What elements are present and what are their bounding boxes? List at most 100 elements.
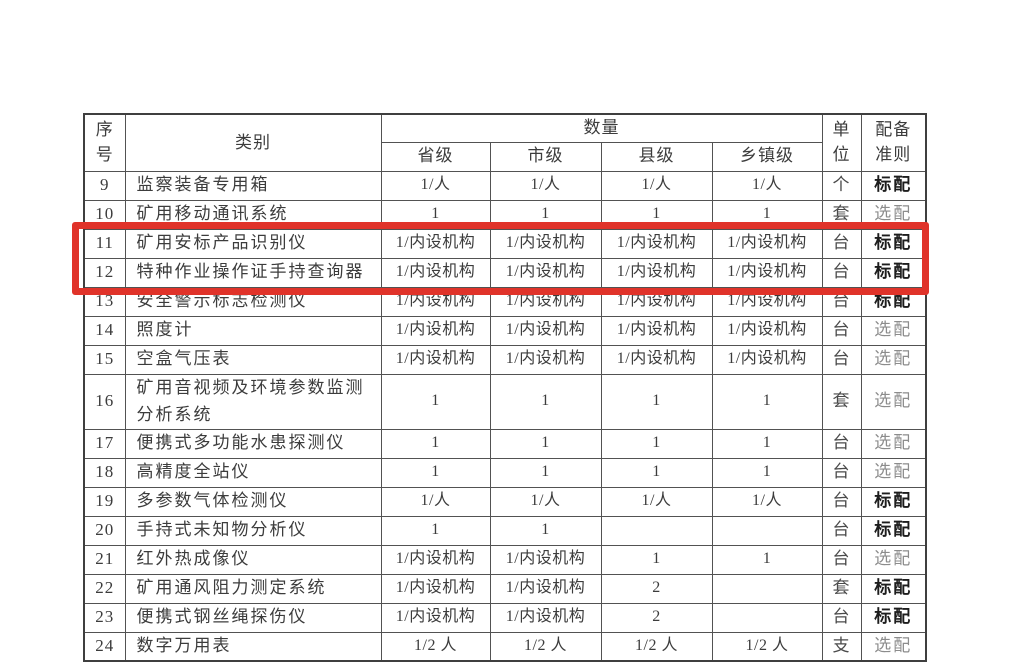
quantity-cell: 1/内设机构 xyxy=(489,257,602,288)
header-level-township: 乡镇级 xyxy=(711,141,823,172)
quantity-cell: 1/2 人 xyxy=(711,631,823,662)
unit-cell: 台 xyxy=(821,428,862,459)
quantity-cell: 1/内设机构 xyxy=(600,228,713,259)
header-unit: 单 位 xyxy=(821,113,862,172)
table-row: 9 监察装备专用箱 1/人 1/人 1/人 1/人个标配 xyxy=(83,170,927,201)
row-number-cell: 20 xyxy=(83,515,126,546)
table-body: 9 监察装备专用箱 1/人 1/人 1/人 1/人个标配 10 矿用移动通讯系统 1 1 1 1 套选配… xyxy=(83,170,927,662)
table-row: 16 矿用音视频及环境参数监测分析系统 1 1 1 1 套选配 xyxy=(83,373,927,430)
category-cell: 安全警示标志检测仪 xyxy=(124,286,382,317)
quantity-cell xyxy=(711,573,823,604)
table-row: 19 多参数气体检测仪 1/人 1/人 1/人 1/人台标配 xyxy=(83,486,927,517)
quantity-cell: 1/内设机构 xyxy=(711,286,823,317)
quantity-cell xyxy=(711,602,823,633)
header-seq-line1: 序 xyxy=(95,120,114,140)
criteria-cell: 标配 xyxy=(860,515,927,546)
quantity-cell: 1/内设机构 xyxy=(380,228,491,259)
category-cell: 红外热成像仪 xyxy=(124,544,382,575)
quantity-cell: 1/2 人 xyxy=(600,631,713,662)
quantity-cell: 1/人 xyxy=(711,486,823,517)
criteria-cell: 标配 xyxy=(860,286,927,317)
quantity-cell: 1/内设机构 xyxy=(489,228,602,259)
category-cell: 多参数气体检测仪 xyxy=(124,486,382,517)
quantity-cell: 1/内设机构 xyxy=(380,315,491,346)
unit-cell: 台 xyxy=(821,486,862,517)
unit-cell: 台 xyxy=(821,544,862,575)
quantity-cell: 1/人 xyxy=(600,486,713,517)
criteria-cell: 选配 xyxy=(860,344,927,375)
category-cell: 高精度全站仪 xyxy=(124,457,382,488)
quantity-cell: 1 xyxy=(600,373,713,430)
quantity-cell: 1/内设机构 xyxy=(600,344,713,375)
quantity-cell: 1/人 xyxy=(711,170,823,201)
unit-cell: 个 xyxy=(821,170,862,201)
row-number-cell: 19 xyxy=(83,486,126,517)
row-number-cell: 17 xyxy=(83,428,126,459)
row-number-cell: 21 xyxy=(83,544,126,575)
header-level-county: 县级 xyxy=(600,141,713,172)
quantity-cell: 1 xyxy=(489,428,602,459)
header-seq-line2: 号 xyxy=(95,144,114,164)
criteria-cell: 标配 xyxy=(860,170,927,201)
document-page: 序 号 类别 数量 单 位 配备 准则 省级 市级 县级 乡镇级 xyxy=(72,113,929,662)
unit-cell: 台 xyxy=(821,315,862,346)
quantity-cell: 2 xyxy=(600,573,713,604)
quantity-cell: 1/内设机构 xyxy=(489,573,602,604)
unit-cell: 台 xyxy=(821,344,862,375)
category-cell: 特种作业操作证手持查询器 xyxy=(124,257,382,288)
table-row: 24 数字万用表 1/2 人 1/2 人 1/2 人 1/2 人支选配 xyxy=(83,631,927,662)
quantity-cell: 1 xyxy=(489,515,602,546)
quantity-cell: 1 xyxy=(600,199,713,230)
table-row: 10 矿用移动通讯系统 1 1 1 1 套选配 xyxy=(83,199,927,230)
table-row: 11 矿用安标产品识别仪 1/内设机构 1/内设机构 1/内设机构 1/内设机构台标配 xyxy=(83,228,927,259)
category-cell: 手持式未知物分析仪 xyxy=(124,515,382,546)
quantity-cell: 1/2 人 xyxy=(489,631,602,662)
quantity-cell: 1 xyxy=(380,199,491,230)
unit-cell: 套 xyxy=(821,573,862,604)
quantity-cell: 1 xyxy=(489,373,602,430)
quantity-cell: 1/内设机构 xyxy=(711,257,823,288)
quantity-cell: 1/人 xyxy=(489,170,602,201)
quantity-cell xyxy=(711,515,823,546)
header-category: 类别 xyxy=(124,113,382,172)
quantity-cell: 1/内设机构 xyxy=(380,544,491,575)
quantity-cell: 2 xyxy=(600,602,713,633)
quantity-cell: 1/内设机构 xyxy=(600,257,713,288)
criteria-cell: 标配 xyxy=(860,486,927,517)
quantity-cell: 1/内设机构 xyxy=(380,573,491,604)
category-cell: 照度计 xyxy=(124,315,382,346)
quantity-cell xyxy=(600,515,713,546)
quantity-cell: 1/2 人 xyxy=(380,631,491,662)
category-cell: 便携式多功能水患探测仪 xyxy=(124,428,382,459)
quantity-cell: 1 xyxy=(380,373,491,430)
row-number-cell: 14 xyxy=(83,315,126,346)
quantity-cell: 1/内设机构 xyxy=(380,257,491,288)
unit-cell: 台 xyxy=(821,228,862,259)
row-number-cell: 9 xyxy=(83,170,126,201)
table-row: 21 红外热成像仪 1/内设机构 1/内设机构 1 1 台选配 xyxy=(83,544,927,575)
quantity-cell: 1 xyxy=(380,428,491,459)
criteria-cell: 选配 xyxy=(860,199,927,230)
quantity-cell: 1 xyxy=(711,373,823,430)
quantity-cell: 1/内设机构 xyxy=(600,286,713,317)
row-number-cell: 22 xyxy=(83,573,126,604)
quantity-cell: 1/内设机构 xyxy=(711,315,823,346)
table-row: 22 矿用通风阻力测定系统 1/内设机构 1/内设机构 2 套标配 xyxy=(83,573,927,604)
quantity-cell: 1 xyxy=(380,515,491,546)
header-criteria-line1: 配备 xyxy=(875,120,912,140)
quantity-cell: 1/内设机构 xyxy=(489,344,602,375)
header-level-city: 市级 xyxy=(489,141,602,172)
row-number-cell: 10 xyxy=(83,199,126,230)
row-number-cell: 18 xyxy=(83,457,126,488)
header-criteria: 配备 准则 xyxy=(860,113,927,172)
table-row: 17 便携式多功能水患探测仪 1 1 1 1 台选配 xyxy=(83,428,927,459)
quantity-cell: 1 xyxy=(600,457,713,488)
header-seq: 序 号 xyxy=(83,113,126,172)
criteria-cell: 标配 xyxy=(860,257,927,288)
unit-cell: 套 xyxy=(821,199,862,230)
header-criteria-line2: 准则 xyxy=(875,144,912,164)
quantity-cell: 1/人 xyxy=(600,170,713,201)
unit-cell: 台 xyxy=(821,286,862,317)
quantity-cell: 1 xyxy=(711,428,823,459)
quantity-cell: 1/内设机构 xyxy=(489,315,602,346)
